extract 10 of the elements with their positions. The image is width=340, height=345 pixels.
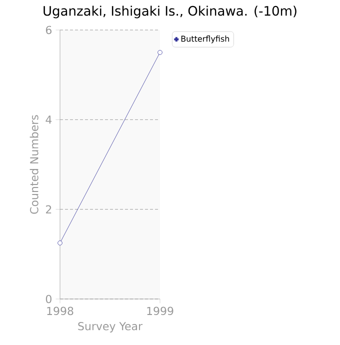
x-tick-label: 1999	[147, 306, 174, 316]
y-tick-label: 2	[46, 205, 52, 214]
y-axis-title: Counted Numbers	[30, 115, 38, 214]
chart-title: Uganzaki, Ishigaki Is., Okinawa. (-10m)	[44, 6, 296, 18]
y-tick-label: 6	[46, 26, 52, 34]
x-tick-label: 1998	[47, 306, 74, 316]
legend-label: Butterflyfish	[181, 36, 230, 44]
y-tick-label: 0	[46, 294, 52, 304]
x-axis-title: Survey Year	[78, 322, 143, 332]
y-tick-label: 4	[46, 116, 52, 124]
